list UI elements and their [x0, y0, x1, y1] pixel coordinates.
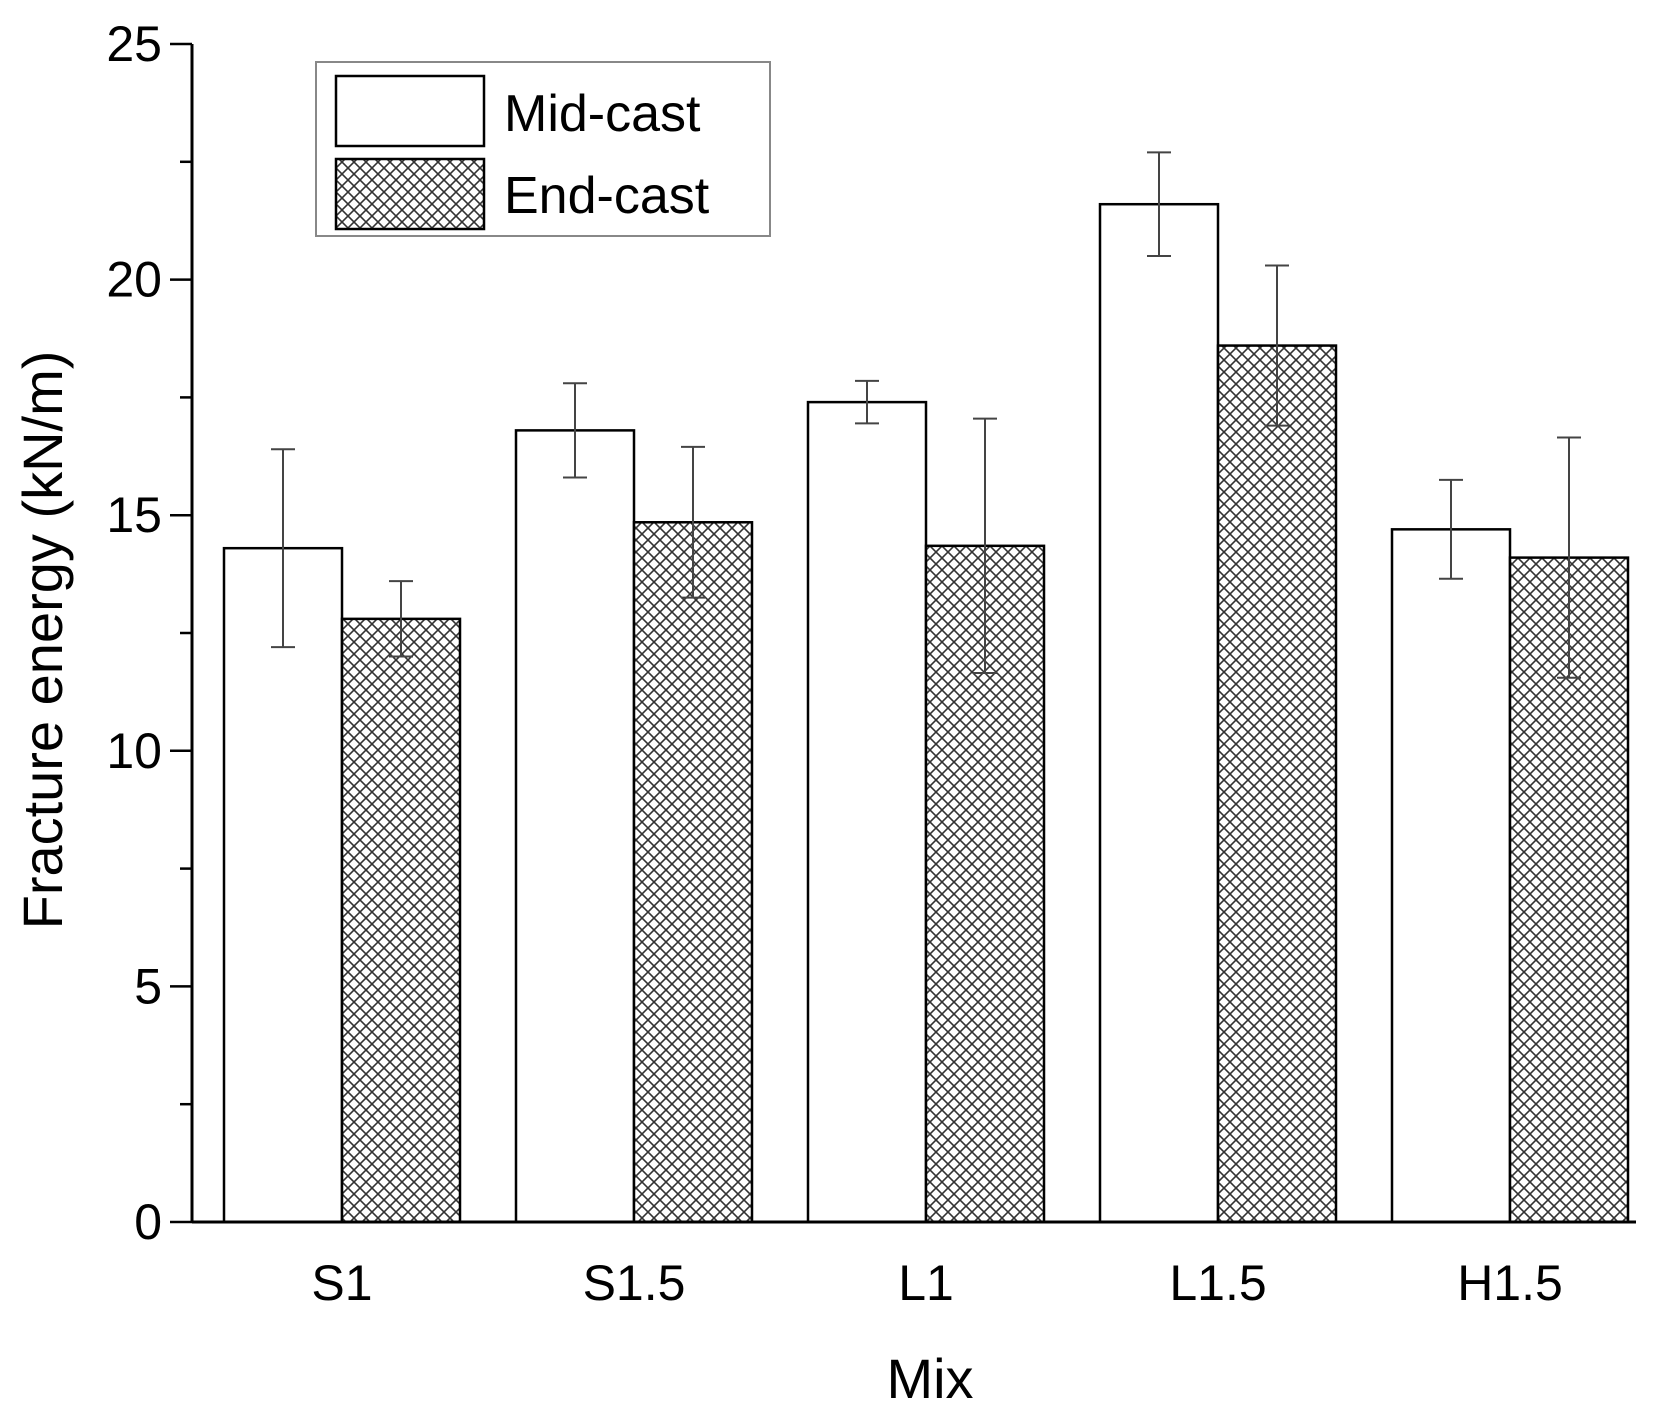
legend-label-end-cast: End-cast	[504, 167, 710, 225]
legend-swatch-end-cast	[334, 157, 486, 231]
bar-mid-cast-s1-5	[514, 429, 636, 1224]
bar-end-cast-s1	[340, 617, 462, 1224]
x-axis-title: Mix	[886, 1347, 973, 1410]
y-tick-label-10: 10	[106, 723, 162, 779]
error-bar-end-cast-l1	[973, 417, 997, 675]
error-bar-mid-cast-s1	[271, 448, 295, 649]
bars-group	[222, 202, 1630, 1224]
legend-swatch-mid-cast	[334, 74, 486, 148]
x-tick-label-h1-5: H1.5	[1457, 1255, 1563, 1311]
bar-mid-cast-l1	[806, 400, 928, 1224]
legend: Mid-cast End-cast	[315, 61, 771, 237]
bar-mid-cast-h1-5	[1390, 528, 1512, 1224]
x-tick-label-s1-5: S1.5	[583, 1255, 686, 1311]
error-bar-mid-cast-l1	[855, 379, 879, 425]
axes-group: S1 S1.5 L1 L1.5 H1.5 0 5 10 15 20 25	[106, 16, 1636, 1311]
y-tick-label-15: 15	[106, 487, 162, 543]
x-tick-label-s1: S1	[311, 1255, 372, 1311]
legend-label-mid-cast: Mid-cast	[504, 85, 701, 143]
error-bar-mid-cast-s1-5	[563, 382, 587, 479]
y-tick-label-5: 5	[134, 958, 162, 1014]
bar-mid-cast-l1-5	[1098, 202, 1220, 1224]
bar-mid-cast-s1	[222, 546, 344, 1224]
y-tick-label-25: 25	[106, 16, 162, 72]
y-tick-label-0: 0	[134, 1194, 162, 1250]
error-bar-end-cast-s1-5	[681, 445, 705, 599]
error-bar-mid-cast-h1-5	[1439, 478, 1463, 580]
bar-end-cast-s1-5	[632, 521, 754, 1224]
x-tick-label-l1: L1	[898, 1255, 954, 1311]
x-tick-label-l1-5: L1.5	[1169, 1255, 1266, 1311]
error-bar-end-cast-s1	[389, 580, 413, 658]
error-bars-group	[271, 151, 1581, 679]
error-bar-end-cast-h1-5	[1557, 436, 1581, 679]
error-bar-mid-cast-l1-5	[1147, 151, 1171, 258]
y-axis-title: Fracture energy (kN/m)	[11, 351, 74, 930]
bar-end-cast-l1-5	[1216, 344, 1338, 1224]
y-tick-label-20: 20	[106, 252, 162, 308]
error-bar-end-cast-l1-5	[1265, 264, 1289, 427]
